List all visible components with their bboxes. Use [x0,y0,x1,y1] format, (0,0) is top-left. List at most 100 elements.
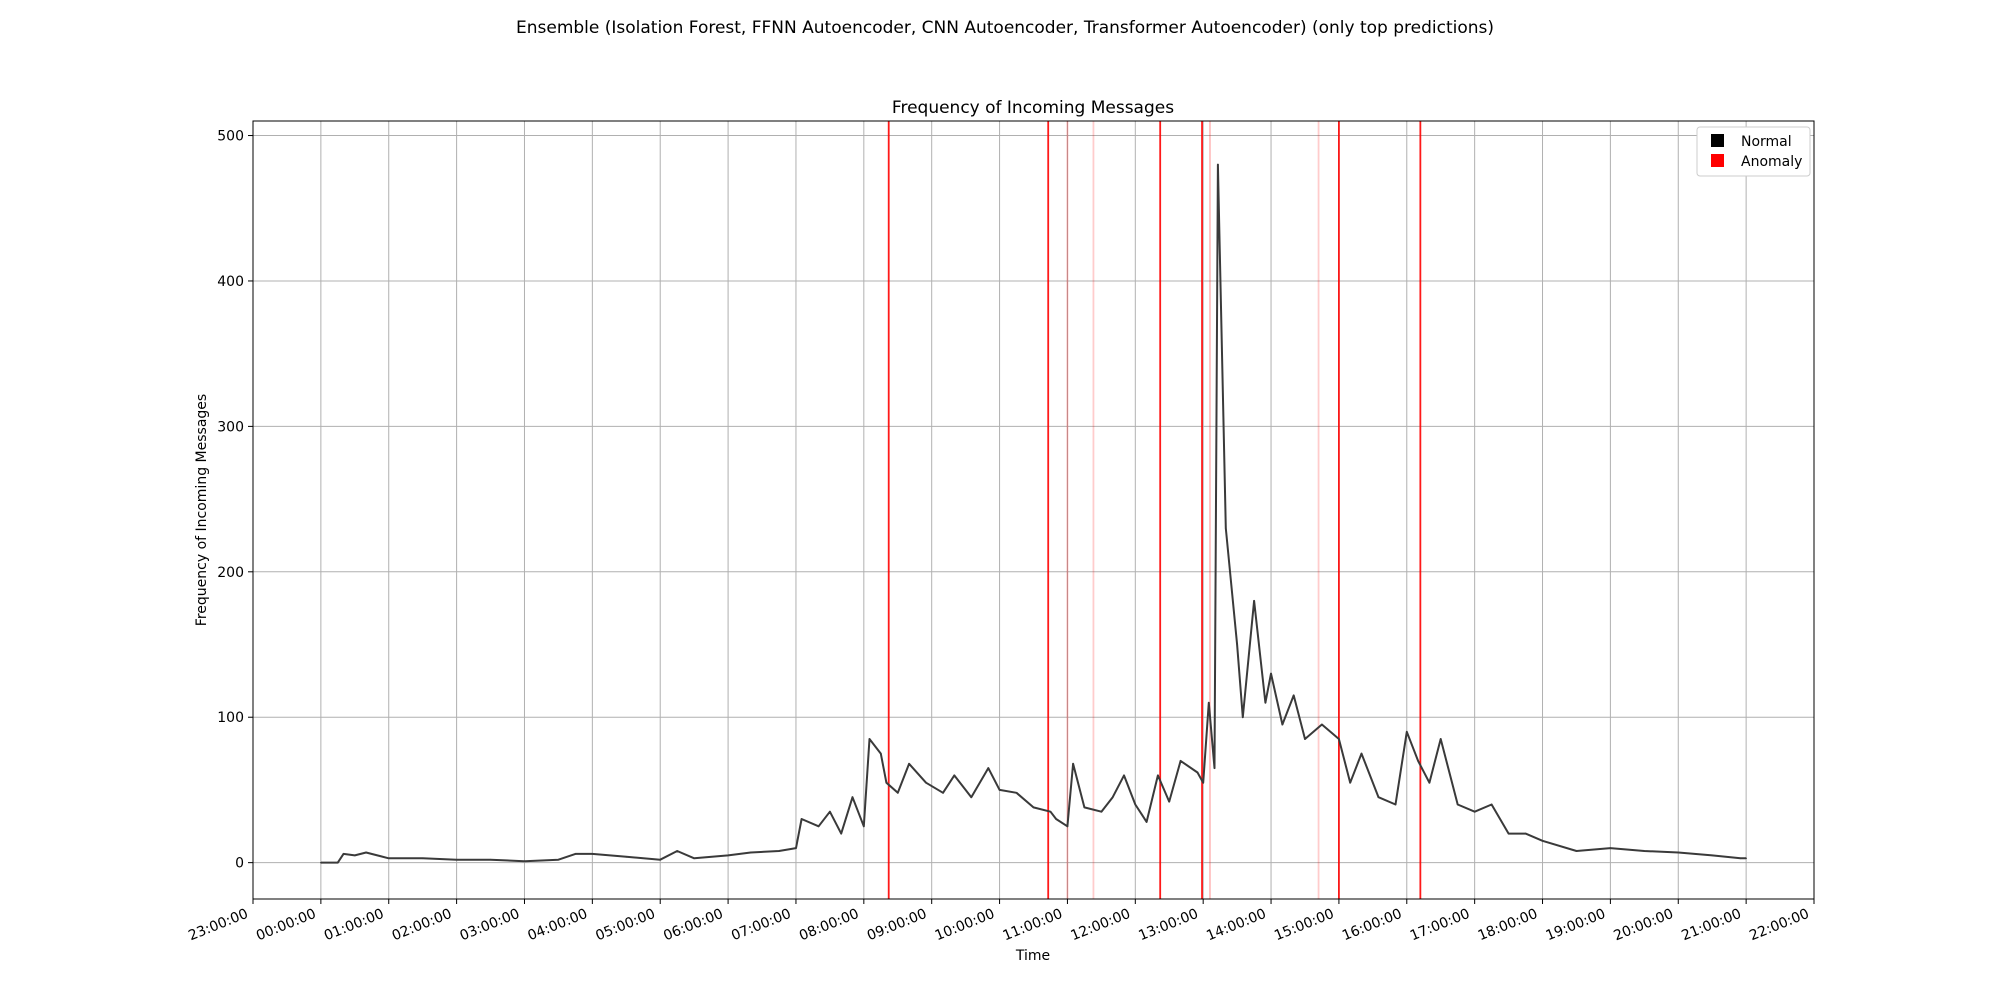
data-point [1609,847,1612,849]
data-point [421,857,424,860]
data-point [1032,806,1035,809]
data-point [800,818,803,820]
data-point [365,851,367,854]
data-point [1270,672,1272,675]
y-tick-label: 200 [217,565,244,581]
data-point [320,861,322,864]
data-point [387,857,390,860]
x-axis-label: Time [1015,948,1050,964]
data-point [1711,854,1713,857]
y-tick-label: 100 [217,710,244,726]
data-point [676,850,678,852]
data-point [1217,163,1219,166]
y-tick-label: 300 [217,419,244,435]
anomaly-lines [887,121,1422,899]
figure-suptitle: Ensemble (Isolation Forest, FFNN Autoenc… [516,18,1494,38]
data-point [1236,643,1238,646]
data-point [851,796,854,799]
data-point [817,825,820,828]
data-point [925,781,927,784]
data-point [1304,738,1306,740]
data-point [1213,767,1216,769]
data-point [1575,850,1578,852]
data-point [591,853,594,855]
data-point [795,847,797,849]
data-point [1739,857,1742,860]
data-point [1377,796,1380,799]
data-point [1168,800,1171,803]
data-point [1473,810,1476,813]
data-point [1394,803,1397,806]
data-point [840,832,843,835]
data-point [1264,701,1267,704]
legend-label-anomaly: Anomaly [1741,154,1802,170]
data-point [342,853,345,855]
y-tick-label: 0 [235,856,244,872]
data-point [1072,762,1074,765]
data-point [1428,781,1431,784]
data-point [489,858,492,861]
data-point [942,792,944,794]
data-point [1224,527,1227,529]
legend: Normal Anomaly [1696,126,1811,177]
data-point [896,792,899,794]
data-point [778,850,780,852]
y-axis-label: Frequency of Incoming Messages [194,394,210,626]
data-point [1677,851,1680,854]
data-point [574,853,577,855]
legend-label-normal: Normal [1741,134,1792,150]
legend-swatch-normal [1711,134,1724,147]
data-point [908,762,910,765]
data-point [1643,850,1646,852]
data-point [1541,840,1544,842]
data-point [1196,771,1199,774]
data-point [1134,803,1137,806]
data-point [1015,792,1018,794]
data-point [1417,760,1419,762]
data-point [1745,857,1747,860]
data-point [1321,723,1323,726]
data-point [829,810,831,813]
data-point [1281,723,1284,726]
y-tick-label: 400 [217,274,244,290]
data-point [523,860,526,862]
plot-frame [252,120,1815,900]
y-ticks: 0 100 200 300 400 500 [217,129,253,872]
data-point [1100,810,1103,813]
data-point [1241,716,1244,719]
data-point [1490,803,1493,806]
data-point [1524,832,1527,835]
data-point [863,825,865,828]
data-point [1292,694,1295,697]
data-point [337,861,339,864]
data-point [1179,760,1182,762]
data-point [1066,825,1069,828]
series-line [320,163,1747,864]
data-point [879,752,882,755]
data-point [1208,701,1210,704]
axes [252,120,1815,900]
data-point [1145,821,1148,823]
y-tick-label: 500 [217,129,244,145]
data-point [557,858,560,861]
data-point [885,781,888,784]
data-point [1349,781,1352,784]
data-point [987,767,990,769]
data-point [1111,796,1114,799]
data-point [1338,738,1340,740]
data-point [625,856,628,858]
data-point [1405,730,1408,733]
data-point [1049,810,1052,813]
data-point [1157,774,1159,777]
data-point [1083,806,1086,809]
data-point [1202,781,1204,784]
grid [252,121,1815,899]
data-point [1253,600,1255,602]
legend-box [1696,126,1811,177]
data-point [693,857,695,860]
data-point [455,858,458,861]
chart-title: Frequency of Incoming Messages [892,98,1174,118]
data-point [1456,803,1459,806]
data-point [868,738,871,740]
